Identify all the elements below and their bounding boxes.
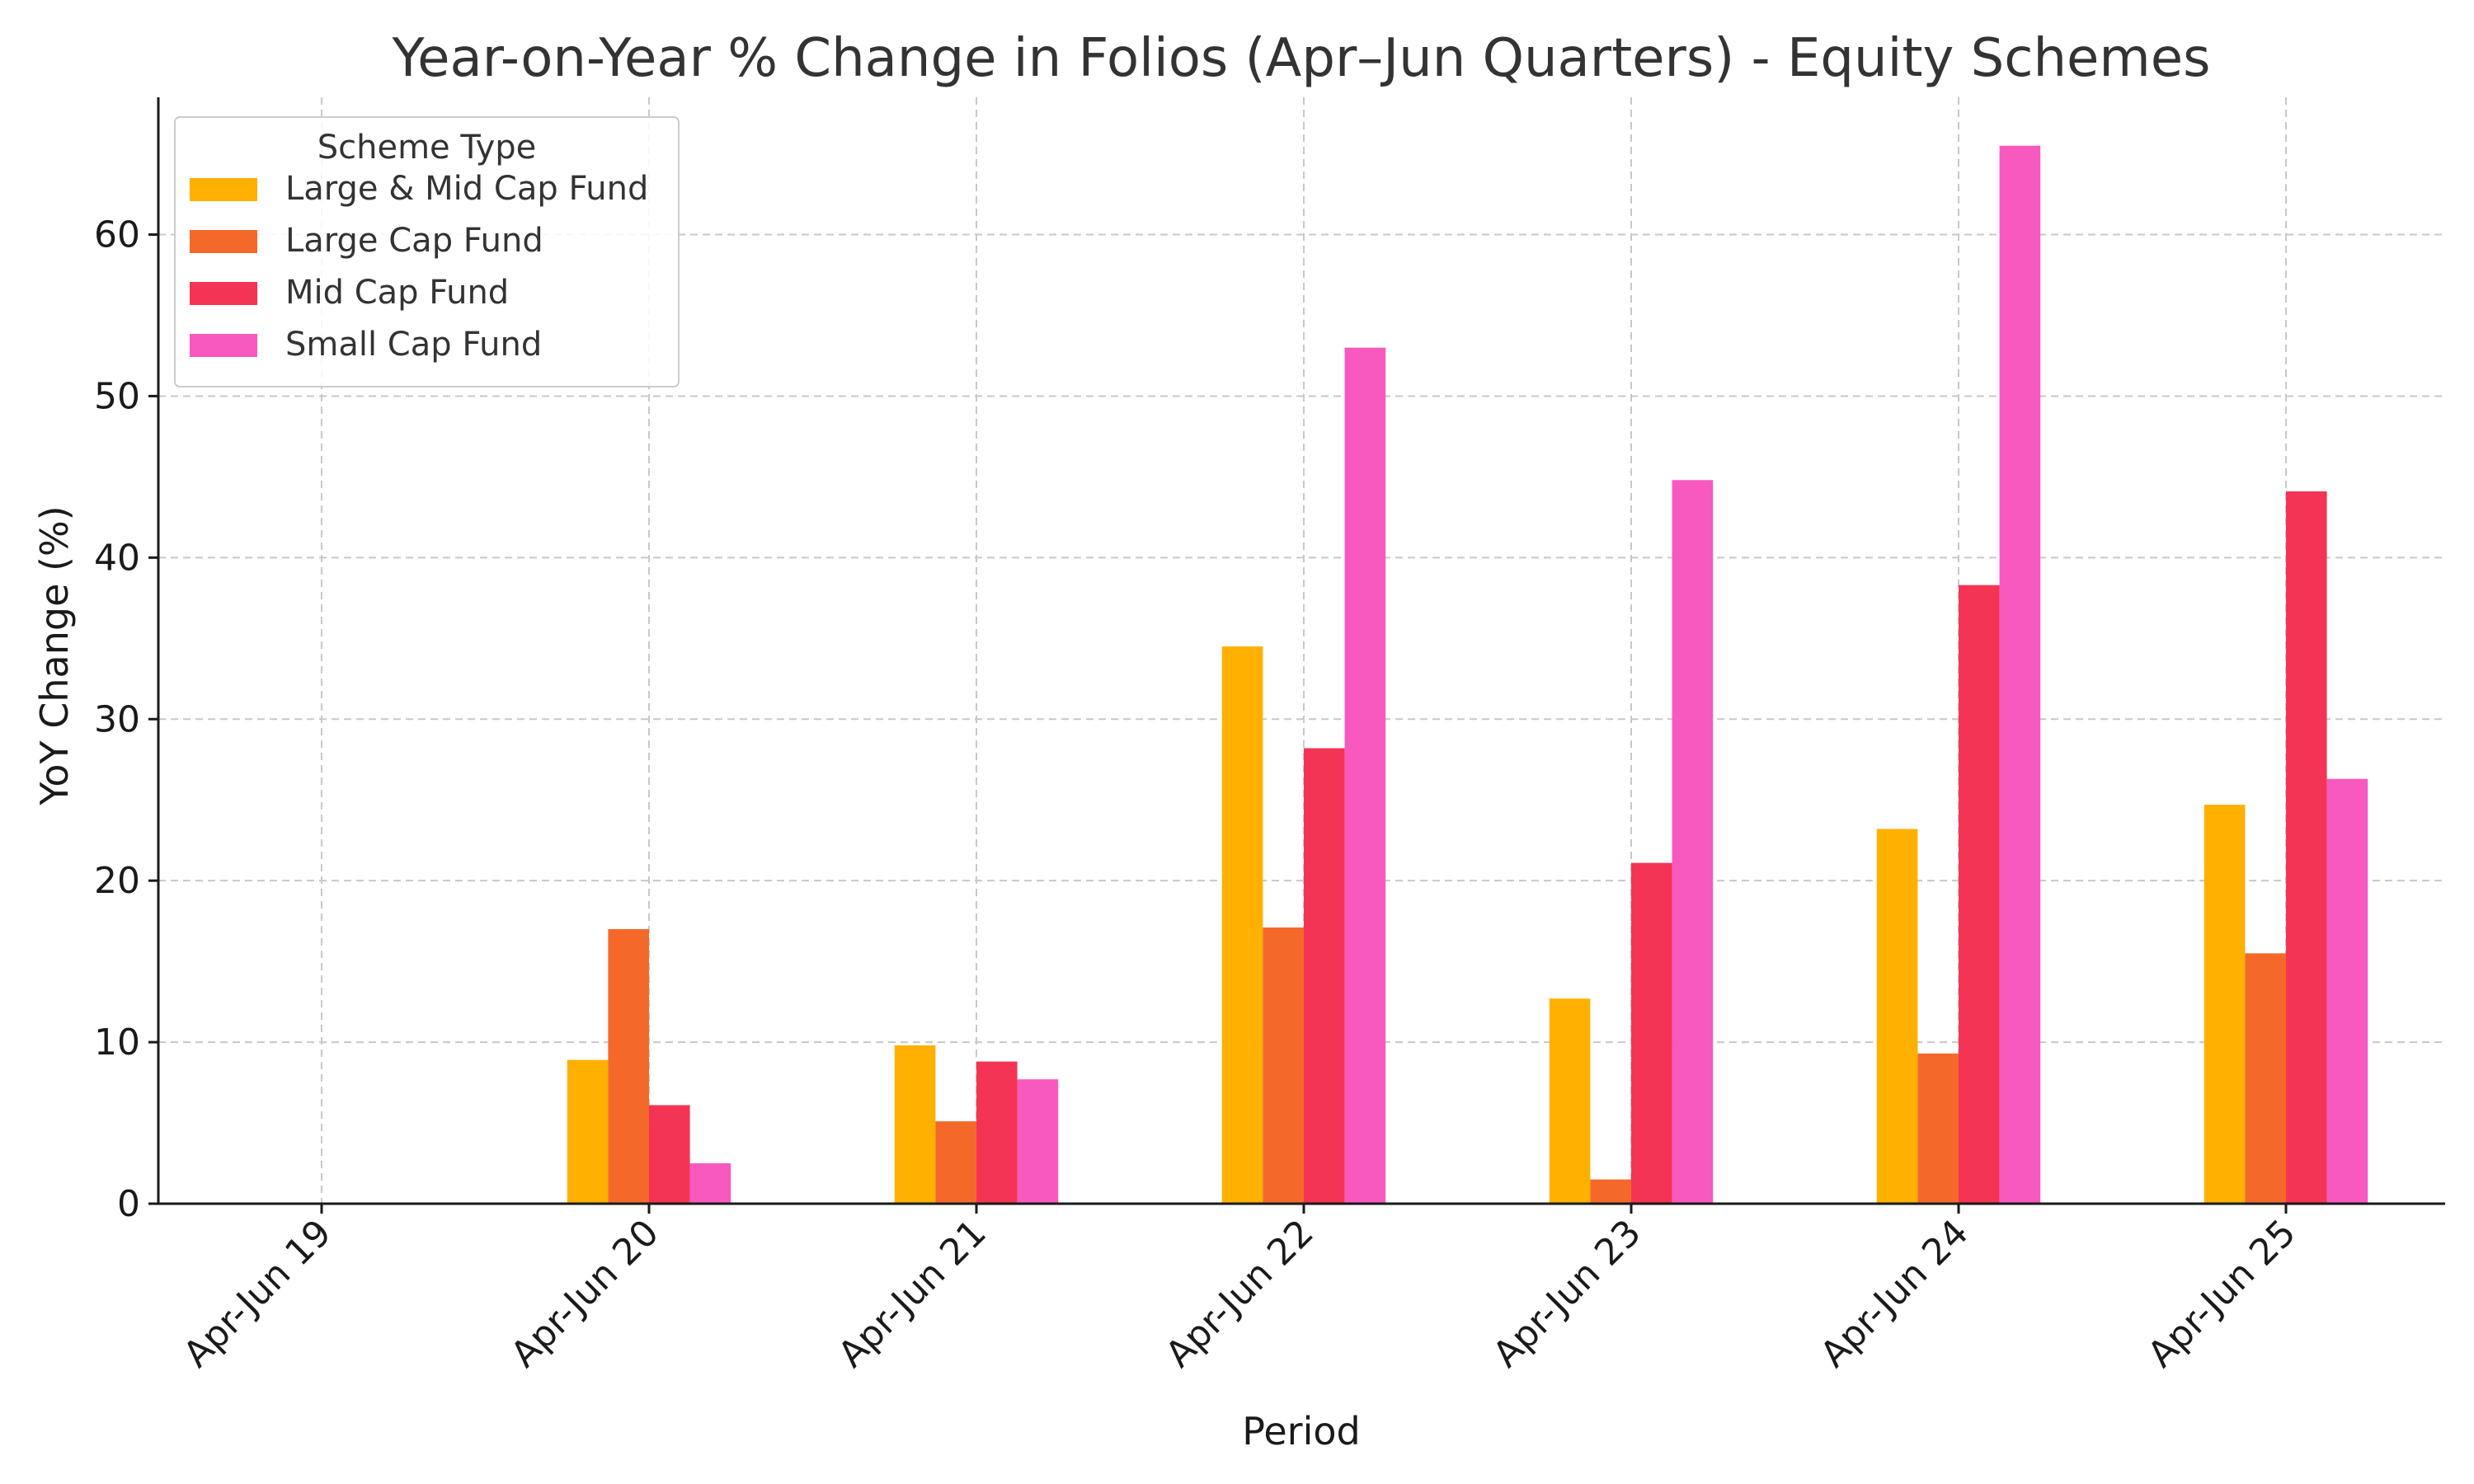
bar-3-3 — [1344, 347, 1386, 1204]
y-tick-label-0: 0 — [117, 1183, 140, 1225]
x-tick-label-2: Apr-Jun 21 — [830, 1212, 995, 1376]
bar-2-6 — [2286, 491, 2327, 1204]
bar-0-1 — [567, 1059, 609, 1204]
bar-2-1 — [649, 1105, 690, 1204]
bar-1-6 — [2245, 953, 2286, 1204]
chart-title: Year-on-Year % Change in Folios (Apr–Jun… — [392, 28, 2211, 89]
legend-label-3: Small Cap Fund — [285, 326, 542, 364]
bar-0-3 — [1221, 646, 1263, 1204]
x-tick-label-3: Apr-Jun 22 — [1158, 1212, 1322, 1376]
bar-3-2 — [1017, 1079, 1059, 1204]
bar-0-5 — [1876, 829, 1918, 1204]
bar-0-4 — [1549, 998, 1591, 1204]
y-ticks: 0 10 20 30 40 50 60 — [94, 214, 158, 1225]
x-tick-label-6: Apr-Jun 25 — [2140, 1212, 2304, 1376]
x-tick-label-1: Apr-Jun 20 — [503, 1212, 667, 1376]
bar-2-3 — [1304, 748, 1345, 1204]
y-axis-label: YoY Change (%) — [32, 505, 77, 805]
bar-3-5 — [1999, 145, 2041, 1205]
x-ticks: Apr-Jun 19 Apr-Jun 20 Apr-Jun 21 Apr-Jun 22… — [176, 1204, 2304, 1376]
legend-label-1: Large Cap Fund — [285, 222, 543, 260]
bar-1-5 — [1917, 1053, 1959, 1204]
y-tick-label-30: 30 — [94, 698, 140, 740]
bar-1-1 — [608, 928, 649, 1204]
legend-label-0: Large & Mid Cap Fund — [285, 170, 648, 208]
y-tick-label-50: 50 — [94, 375, 140, 417]
bar-2-2 — [976, 1061, 1018, 1204]
bar-0-6 — [2204, 805, 2246, 1204]
bar-1-2 — [935, 1121, 976, 1204]
bar-2-4 — [1631, 862, 1672, 1204]
x-tick-label-4: Apr-Jun 23 — [1485, 1212, 1649, 1376]
bar-1-4 — [1590, 1179, 1631, 1204]
legend-swatch-0 — [190, 178, 257, 201]
y-tick-label-60: 60 — [94, 214, 140, 256]
axes — [157, 97, 2445, 1205]
legend-swatch-2 — [190, 282, 257, 305]
y-tick-label-20: 20 — [94, 860, 140, 902]
legend-frame — [174, 116, 680, 387]
x-axis-label: Period — [1242, 1409, 1360, 1453]
bar-1-3 — [1263, 927, 1304, 1204]
x-tick-label-5: Apr-Jun 24 — [1813, 1212, 1977, 1376]
bar-3-4 — [1672, 480, 1714, 1204]
bar-3-1 — [689, 1163, 731, 1204]
bar-0-2 — [894, 1045, 936, 1204]
legend-label-2: Mid Cap Fund — [285, 274, 509, 312]
y-tick-label-40: 40 — [94, 537, 140, 579]
bar-3-6 — [2326, 778, 2368, 1204]
legend-swatch-1 — [190, 230, 257, 253]
legend-title: Scheme Type — [317, 129, 537, 167]
x-tick-label-0: Apr-Jun 19 — [176, 1212, 340, 1376]
bar-2-5 — [1959, 585, 2000, 1204]
bars — [567, 145, 2368, 1205]
y-tick-label-10: 10 — [94, 1021, 140, 1064]
legend-swatch-3 — [190, 334, 257, 357]
